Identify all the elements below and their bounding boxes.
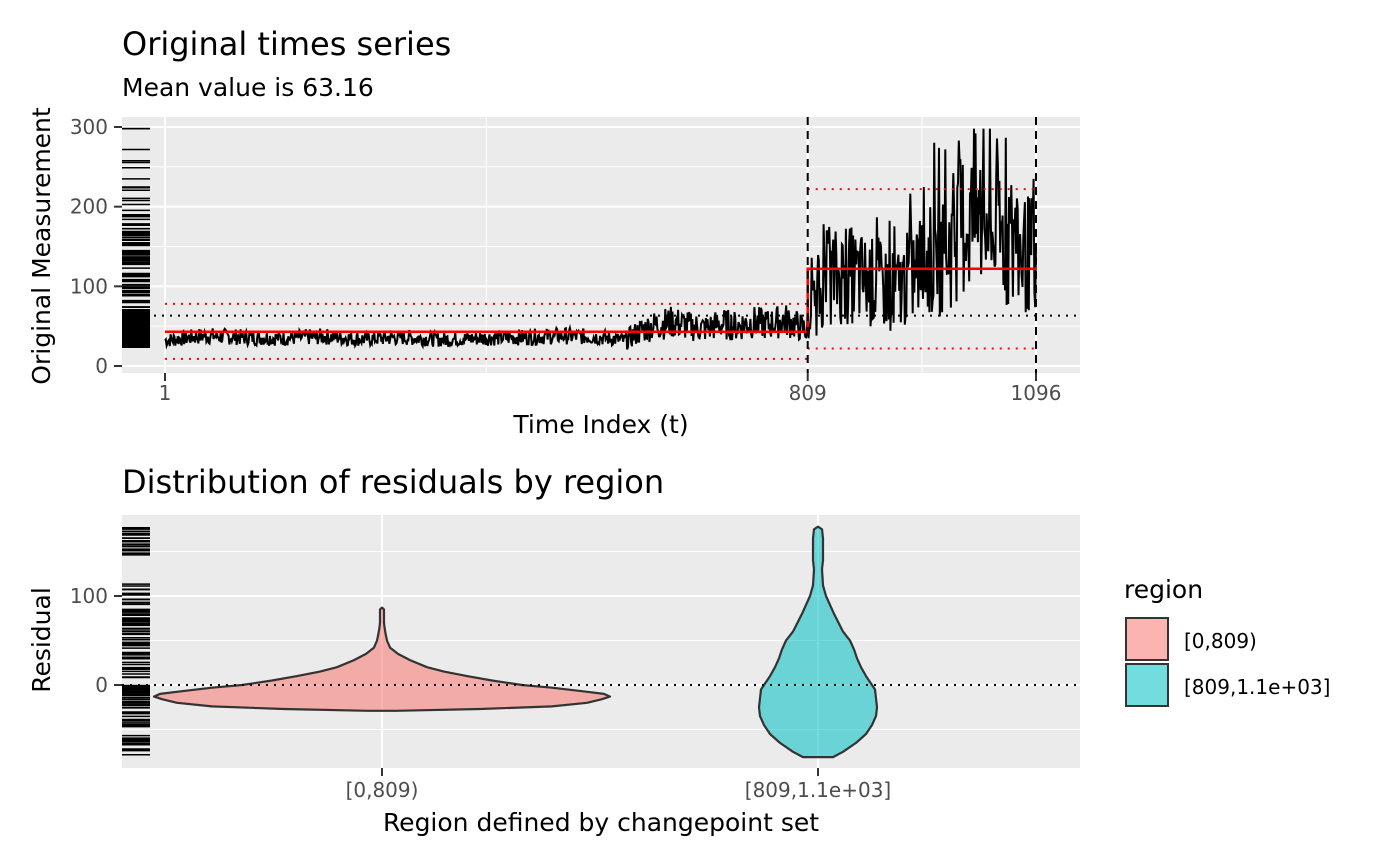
bottom-chart-title: Distribution of residuals by region — [122, 463, 664, 501]
top-chart-title: Original times series — [122, 25, 451, 63]
top-rug — [122, 127, 150, 349]
legend-key-region-1 — [1125, 663, 1169, 707]
y-tick-label: 100 — [70, 274, 108, 298]
legend-label-region-1: [809,1.1e+03] — [1184, 675, 1330, 699]
top-y-axis-label: Original Measurement — [27, 107, 56, 385]
legend: region [0,809) [809,1.1e+03] — [1124, 575, 1330, 707]
y-tick-label: 0 — [95, 673, 108, 697]
bottom-panel-background — [122, 515, 1080, 768]
y-tick-label: 100 — [70, 584, 108, 608]
y-tick-label: 0 — [95, 354, 108, 378]
top-marks — [122, 117, 1080, 373]
legend-title: region — [1124, 575, 1203, 604]
bottom-marks — [122, 525, 1080, 759]
x-tick-label: 809 — [789, 381, 827, 405]
bottom-x-axis-label: Region defined by changepoint set — [383, 808, 819, 837]
y-tick-label: 300 — [70, 115, 108, 139]
bottom-rug — [122, 526, 150, 756]
legend-key-region-0 — [1125, 617, 1169, 661]
x-tick-label: [0,809) — [346, 778, 419, 802]
bottom-axes: 0 100 [0,809) [809,1.1e+03] — [70, 584, 891, 802]
top-axes: 0 100 200 300 1 809 1096 — [70, 115, 1062, 405]
top-chart-subtitle: Mean value is 63.16 — [122, 73, 374, 102]
top-x-axis-label: Time Index (t) — [512, 410, 688, 439]
x-tick-label: 1096 — [1011, 381, 1062, 405]
y-tick-label: 200 — [70, 195, 108, 219]
violin-1 — [757, 525, 879, 759]
x-tick-label: 1 — [159, 381, 172, 405]
bottom-y-axis-label: Residual — [27, 587, 56, 693]
legend-label-region-0: [0,809) — [1184, 629, 1257, 653]
x-tick-label: [809,1.1e+03] — [745, 778, 891, 802]
